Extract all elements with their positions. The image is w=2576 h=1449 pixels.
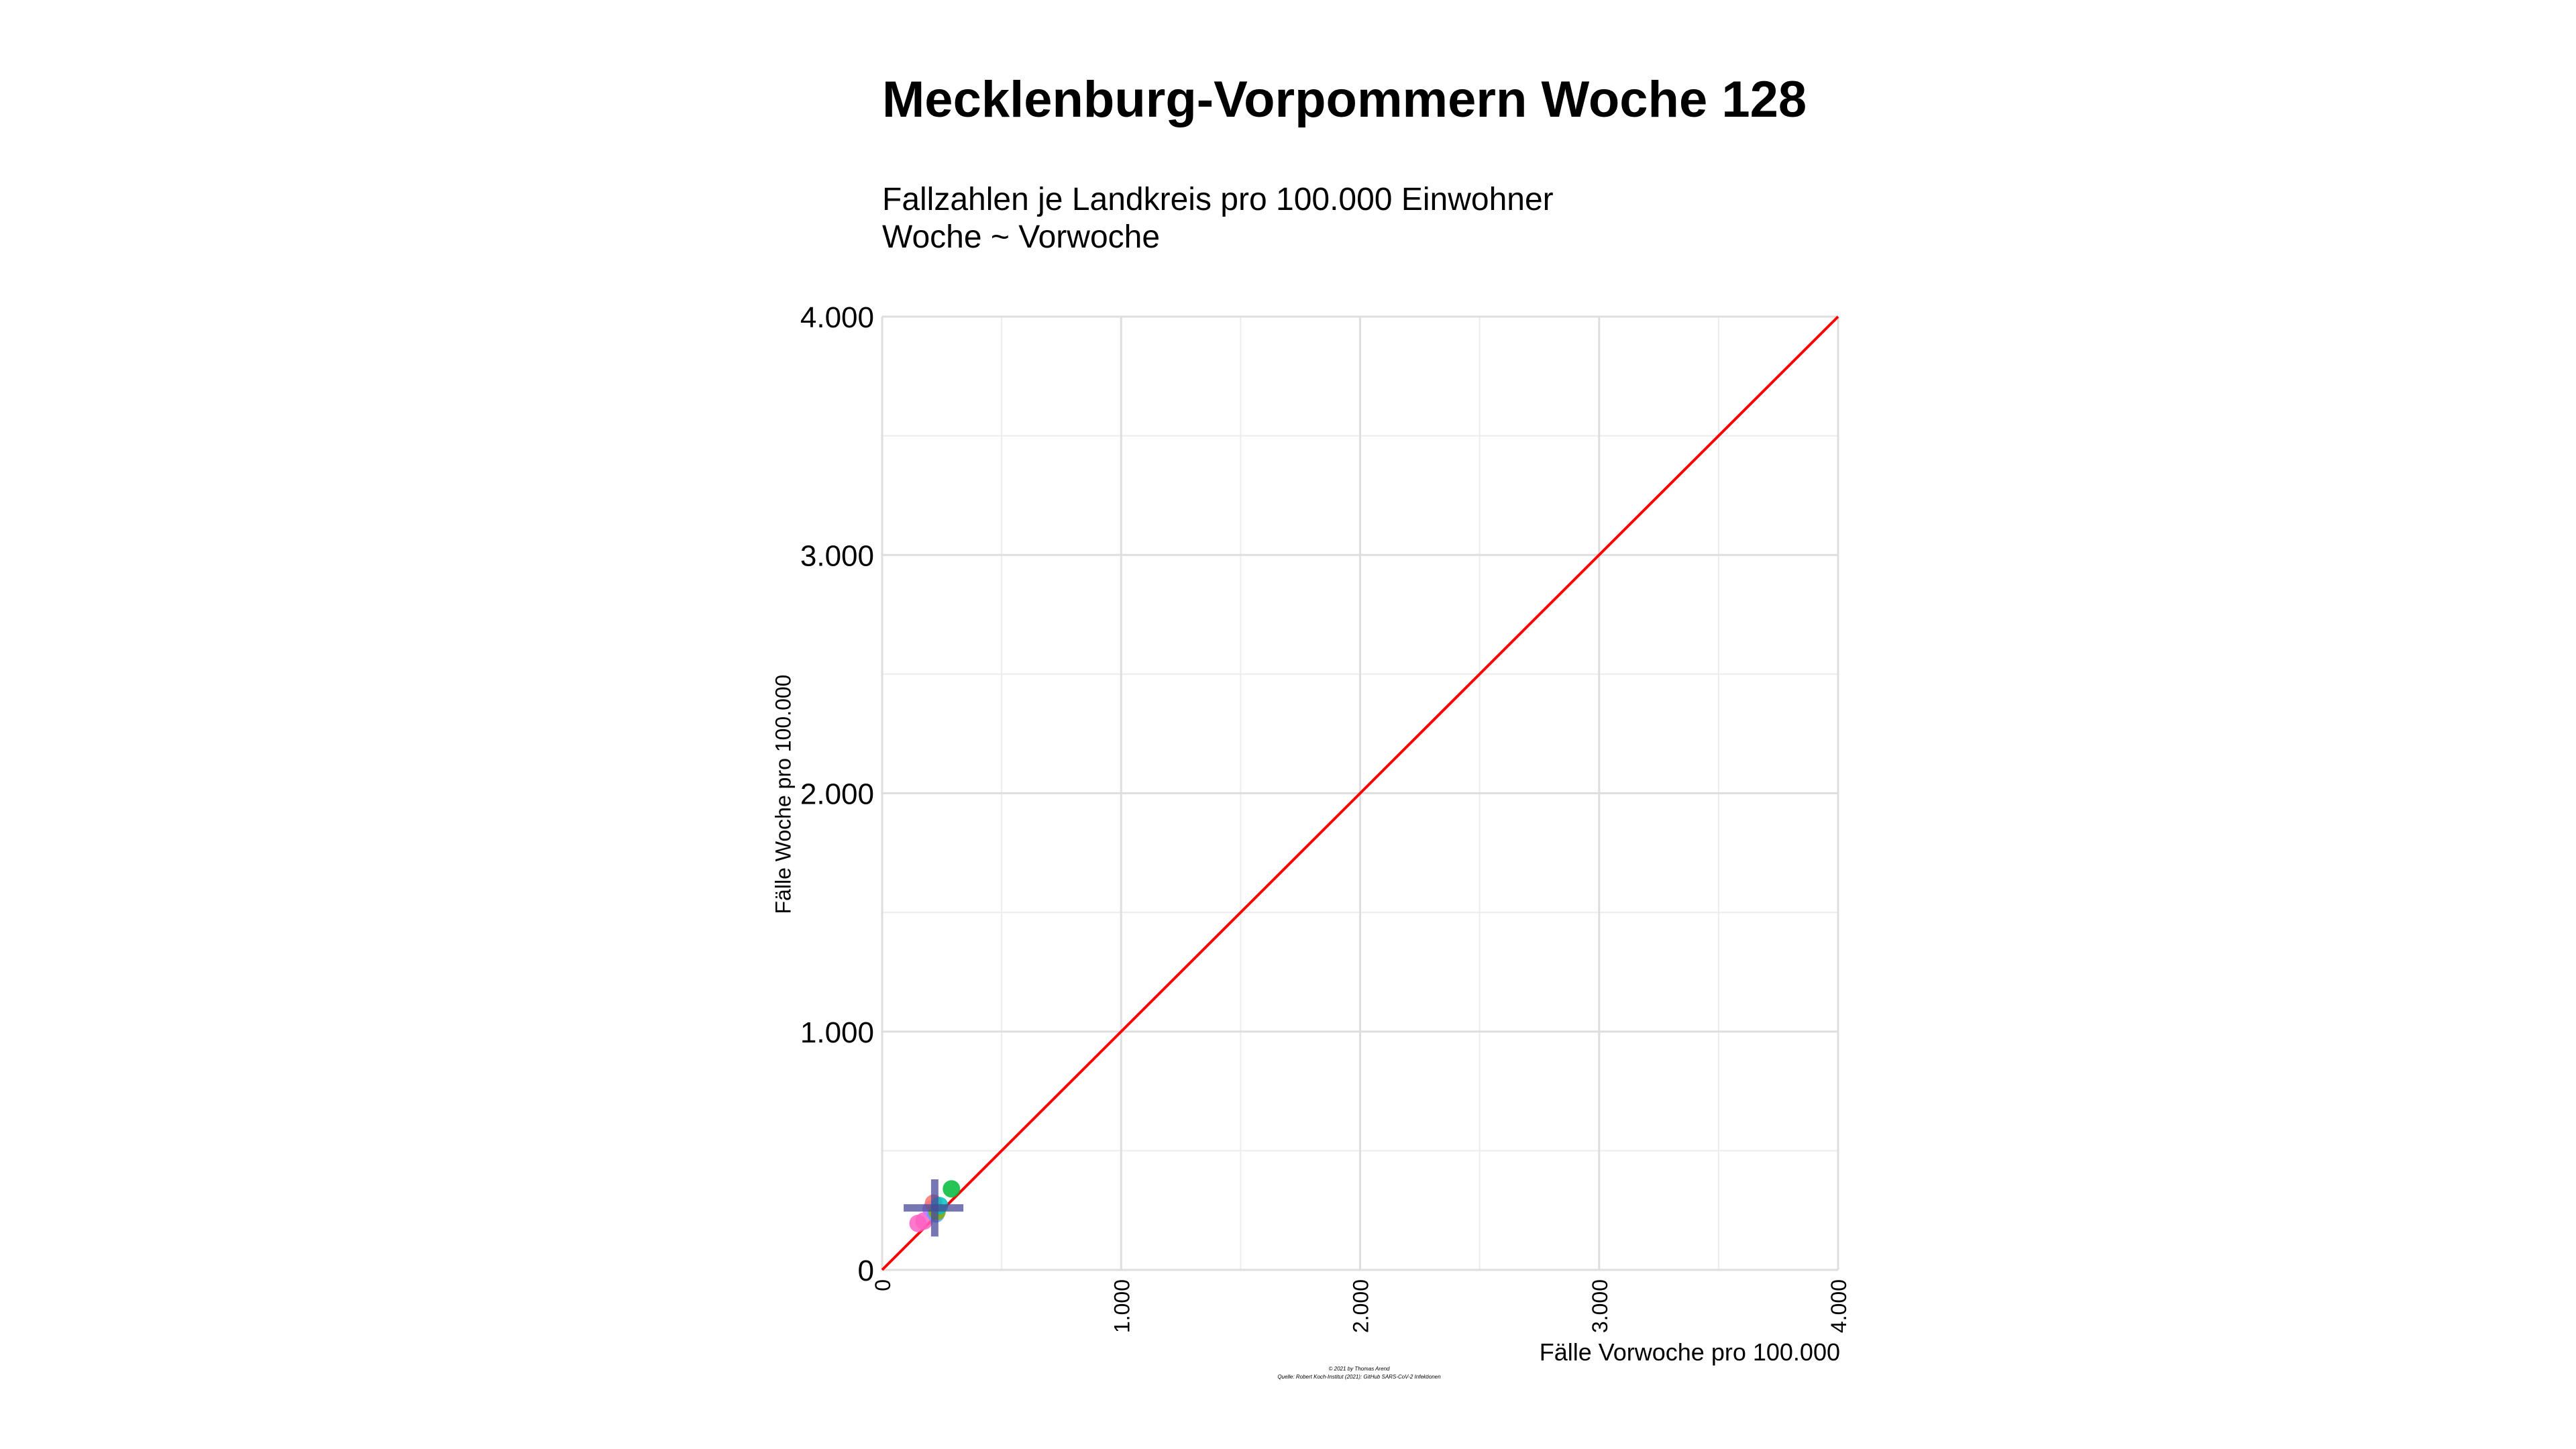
x-axis-label: Fälle Vorwoche pro 100.000: [1539, 1338, 1840, 1366]
x-tick-label: 2.000: [1349, 1279, 1373, 1333]
chart-subtitle: Fallzahlen je Landkreis pro 100.000 Einw…: [882, 181, 1554, 256]
y-axis-label: Fälle Woche pro 100.000: [771, 674, 796, 914]
reference-line: [881, 315, 1839, 1271]
y-tick-label: 3.000: [800, 539, 874, 572]
y-tick-label: 0: [858, 1254, 874, 1287]
chart-title: Mecklenburg-Vorpommern Woche 128: [882, 71, 1807, 128]
x-tick-label: 0: [871, 1279, 895, 1291]
y-tick-label: 1.000: [800, 1016, 874, 1049]
x-tick-label: 3.000: [1588, 1279, 1612, 1333]
x-tick-label: 4.000: [1827, 1279, 1851, 1333]
y-tick-label: 4.000: [800, 301, 874, 334]
subtitle-line-1: Fallzahlen je Landkreis pro 100.000 Einw…: [882, 182, 1554, 217]
subtitle-line-2: Woche ~ Vorwoche: [882, 219, 1161, 255]
data-point: [943, 1180, 961, 1198]
x-tick-label: 1.000: [1110, 1279, 1134, 1333]
y-tick-label: 2.000: [800, 778, 874, 811]
caption-copyright: © 2021 by Thomas Arend: [1328, 1366, 1390, 1372]
caption-source: Quelle: Robert Koch-Institut (2021): Git…: [1277, 1374, 1441, 1380]
